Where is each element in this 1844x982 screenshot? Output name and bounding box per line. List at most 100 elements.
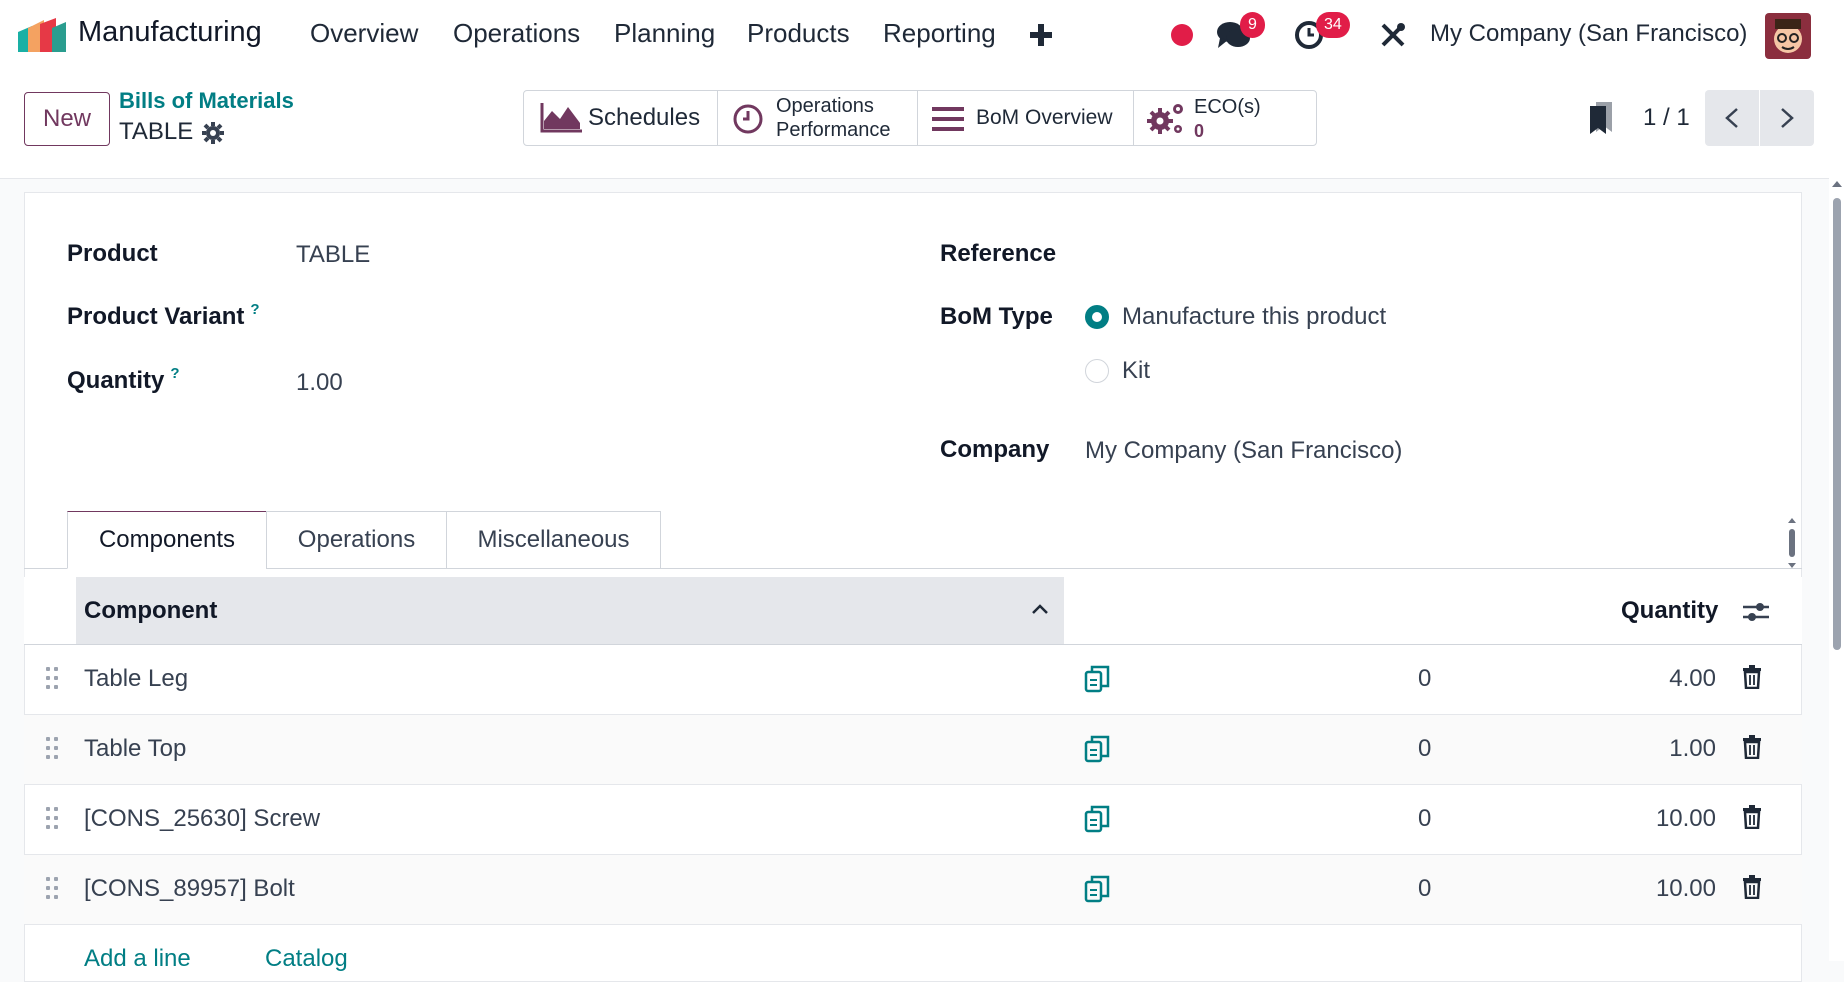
manufacturing-logo-icon[interactable] [18, 18, 66, 52]
breadcrumb-parent[interactable]: Bills of Materials [119, 88, 294, 113]
bars-icon [932, 107, 964, 131]
component-name[interactable]: [CONS_89957] Bolt [84, 875, 295, 902]
app-title[interactable]: Manufacturing [78, 16, 262, 48]
quantity-label-text: Quantity [67, 367, 165, 394]
add-line-link[interactable]: Add a line [84, 945, 191, 972]
drag-handle-icon[interactable] [46, 807, 60, 833]
pager-previous-button[interactable] [1705, 90, 1759, 146]
pager-value[interactable]: 1 / 1 [1643, 104, 1690, 131]
ecos-button[interactable]: ECO(s) 0 [1134, 91, 1316, 145]
component-quantity[interactable]: 1.00 [1669, 735, 1716, 762]
product-variant-field[interactable] [296, 300, 856, 336]
smart-buttons-bar: Schedules Operations Performance BoM Ove… [523, 90, 1317, 146]
chevron-up-icon [1032, 604, 1048, 614]
area-chart-icon [540, 103, 582, 133]
company-field[interactable]: My Company (San Francisco) [1085, 437, 1403, 464]
trash-icon[interactable] [1742, 735, 1762, 759]
scroll-up-arrow-icon[interactable] [1832, 180, 1842, 188]
company-label: Company [940, 436, 1050, 463]
drag-handle-icon[interactable] [46, 877, 60, 903]
tab-components[interactable]: Components [67, 511, 267, 569]
component-quantity[interactable]: 10.00 [1655, 875, 1716, 902]
pager-next-button[interactable] [1760, 90, 1814, 146]
page-scrollbar[interactable] [1829, 178, 1844, 961]
tabs-scrollbar[interactable] [1787, 515, 1797, 571]
schedules-label: Schedules [588, 104, 701, 131]
operations-performance-line1: Operations [776, 95, 874, 117]
copy-icon[interactable] [1084, 875, 1110, 903]
tools-icon[interactable] [1380, 22, 1406, 48]
component-name[interactable]: [CONS_25630] Screw [84, 805, 321, 832]
chevron-right-icon [1781, 108, 1794, 128]
scroll-arrows-icon [1788, 518, 1796, 568]
clock-icon [733, 104, 763, 134]
component-zero-value: 0 [1418, 665, 1432, 692]
bom-type-manufacture-label[interactable]: Manufacture this product [1122, 303, 1387, 330]
bom-type-label: BoM Type [940, 303, 1053, 330]
quantity-field[interactable]: 1.00 [296, 369, 343, 396]
trash-icon[interactable] [1742, 805, 1762, 829]
product-label: Product [67, 240, 158, 267]
component-name[interactable]: Table Top [84, 735, 187, 762]
messages-count-badge: 9 [1240, 12, 1265, 38]
component-quantity[interactable]: 4.00 [1669, 665, 1716, 692]
page-scrollbar-thumb[interactable] [1833, 198, 1841, 650]
component-column-label: Component [84, 597, 218, 624]
product-variant-help-icon[interactable]: ? [250, 301, 260, 318]
table-row[interactable]: [CONS_25630] Screw 0 10.00 [24, 785, 1802, 855]
drag-handle-icon[interactable] [46, 667, 60, 693]
component-zero-value: 0 [1418, 875, 1432, 902]
component-column-header[interactable]: Component [76, 577, 1064, 644]
operations-performance-button[interactable]: Operations Performance [718, 91, 918, 145]
company-switcher[interactable]: My Company (San Francisco) [1430, 20, 1748, 47]
bom-type-manufacture-radio[interactable] [1085, 305, 1109, 329]
avatar[interactable] [1765, 13, 1811, 59]
table-row[interactable]: [CONS_89957] Bolt 0 10.00 [24, 855, 1802, 925]
menu-operations[interactable]: Operations [453, 18, 581, 48]
menu-reporting[interactable]: Reporting [883, 18, 996, 48]
component-quantity[interactable]: 10.00 [1655, 805, 1716, 832]
menu-planning[interactable]: Planning [614, 18, 716, 48]
operations-performance-label: Operations Performance [776, 94, 891, 142]
gear-icon[interactable] [202, 122, 224, 144]
tabs-divider [24, 568, 1802, 569]
drag-handle-icon[interactable] [46, 737, 60, 763]
tab-miscellaneous[interactable]: Miscellaneous [446, 511, 661, 569]
copy-icon[interactable] [1084, 665, 1110, 693]
product-variant-label: Product Variant? [67, 301, 260, 331]
bookmark-icon[interactable] [1590, 102, 1612, 134]
bom-overview-button[interactable]: BoM Overview [918, 91, 1134, 145]
operations-performance-line2: Performance [776, 119, 891, 141]
table-row[interactable]: Table Leg 0 4.00 [24, 645, 1802, 715]
component-zero-value: 0 [1418, 735, 1432, 762]
reference-field[interactable] [1085, 236, 1725, 272]
menu-overview[interactable]: Overview [310, 18, 419, 48]
bom-type-kit-label[interactable]: Kit [1122, 357, 1151, 384]
new-button[interactable]: New [24, 92, 110, 146]
bom-type-kit-radio[interactable] [1085, 359, 1109, 383]
plus-icon[interactable] [1030, 24, 1052, 46]
record-status-icon[interactable] [1171, 24, 1193, 46]
product-field[interactable]: TABLE [296, 241, 371, 268]
tab-operations[interactable]: Operations [266, 511, 447, 569]
top-navbar: Manufacturing Overview Operations Planni… [0, 0, 1844, 70]
ecos-label: ECO(s) [1194, 96, 1261, 118]
catalog-link[interactable]: Catalog [265, 945, 348, 972]
copy-icon[interactable] [1084, 735, 1110, 763]
schedules-button[interactable]: Schedules [524, 91, 718, 145]
trash-icon[interactable] [1742, 665, 1762, 689]
copy-icon[interactable] [1084, 805, 1110, 833]
menu-products[interactable]: Products [747, 18, 850, 48]
cogs-icon [1147, 104, 1183, 134]
component-name[interactable]: Table Leg [84, 665, 189, 692]
quantity-column-header[interactable]: Quantity [1621, 597, 1719, 624]
bom-overview-label: BoM Overview [976, 106, 1113, 129]
table-row[interactable]: Table Top 0 1.00 [24, 715, 1802, 785]
trash-icon[interactable] [1742, 875, 1762, 899]
quantity-help-icon[interactable]: ? [170, 365, 180, 382]
sliders-icon[interactable] [1743, 600, 1769, 624]
control-panel: New Bills of Materials TABLE Schedules [0, 70, 1844, 179]
ecos-count: 0 [1194, 121, 1205, 141]
reference-label: Reference [940, 240, 1057, 267]
component-zero-value: 0 [1418, 805, 1432, 832]
